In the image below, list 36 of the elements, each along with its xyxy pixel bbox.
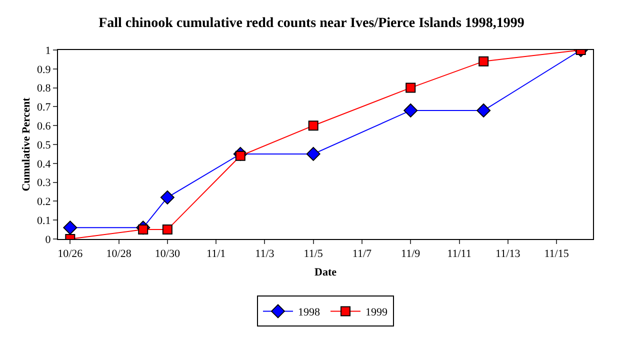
y-tick-label: 0.2 — [37, 196, 51, 208]
legend-label: 1998 — [298, 306, 320, 318]
y-tick-label: 0.5 — [37, 139, 52, 152]
y-tick-label: 0.3 — [37, 177, 52, 190]
y-tick-label: 0.1 — [37, 214, 51, 227]
y-tick-label: 0 — [45, 234, 52, 246]
point — [406, 82, 416, 93]
point — [478, 56, 489, 66]
x-axis-title: Date — [314, 266, 337, 278]
x-tick-label: 10/26 — [58, 248, 84, 260]
chart-title: Fall chinook cumulative redd counts near Ives/Pierce Islands 1998,1999 — [98, 16, 524, 31]
y-tick-label: 0.4 — [37, 158, 52, 170]
y-tick-label: 1 — [45, 44, 51, 57]
x-tick-label: 10/28 — [106, 248, 132, 260]
x-tick-label: 11/7 — [352, 248, 372, 260]
point — [308, 120, 318, 131]
legend-label: 1999 — [366, 306, 388, 318]
x-tick-label: 11/15 — [544, 248, 570, 260]
y-axis-title: Cumulative Percent — [20, 97, 33, 192]
x-tick-label: 11/1 — [206, 248, 226, 260]
point — [160, 190, 174, 204]
point — [476, 103, 491, 118]
x-tick-label: 11/9 — [401, 248, 421, 260]
x-tick-label: 11/3 — [255, 248, 275, 260]
y-tick-label: 0.6 — [37, 120, 52, 132]
x-tick-label: 11/13 — [496, 248, 521, 260]
y-tick-label: 0.7 — [37, 102, 52, 114]
point — [162, 224, 172, 235]
point — [404, 103, 418, 118]
point — [63, 220, 78, 235]
x-tick-label: 10/30 — [154, 248, 180, 260]
x-tick-label: 11/5 — [304, 248, 324, 260]
y-tick-label: 0.9 — [37, 64, 52, 76]
x-tick-label: 11/11 — [447, 248, 472, 260]
y-tick-label: 0.8 — [37, 82, 52, 95]
point — [306, 146, 320, 161]
